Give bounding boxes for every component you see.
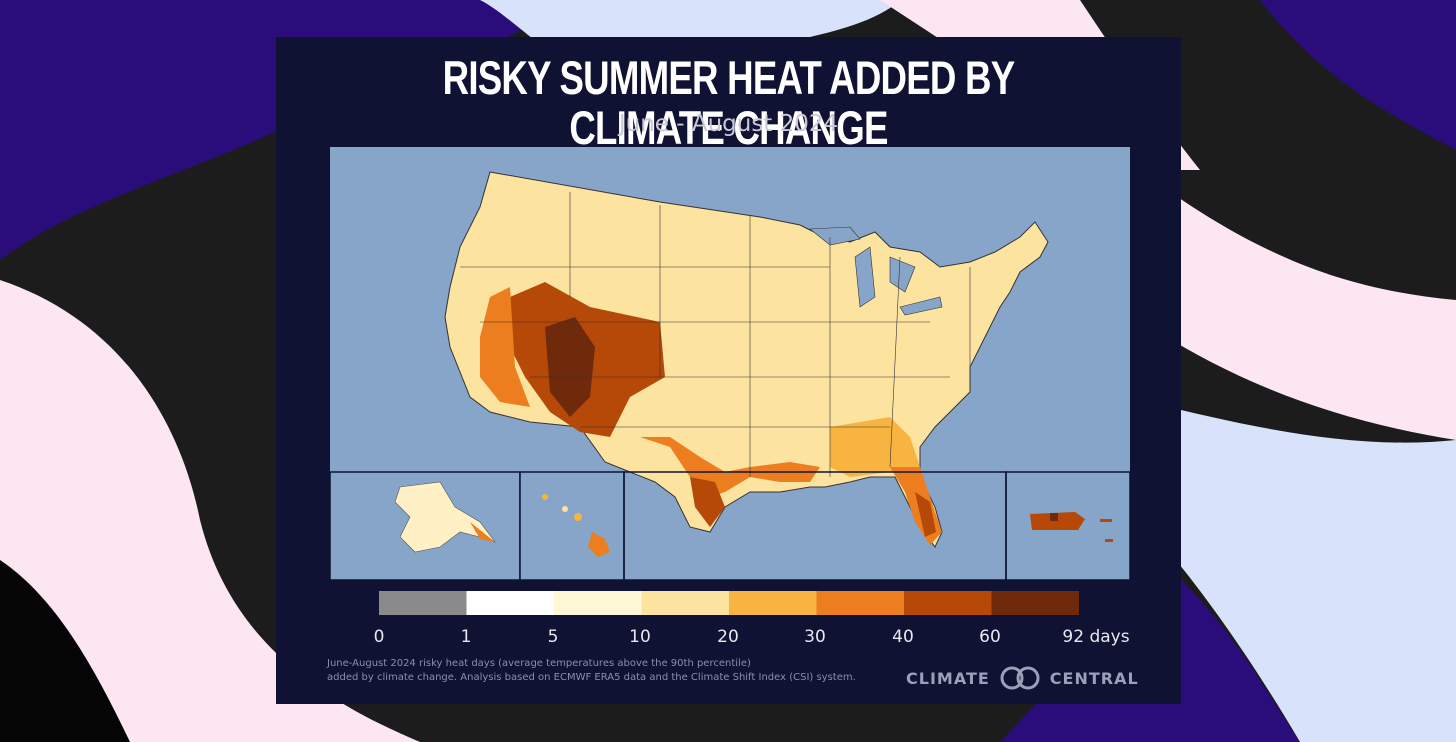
state-borders bbox=[460, 192, 971, 477]
logo-text-left: CLIMATE bbox=[906, 668, 990, 688]
florida-extreme bbox=[915, 492, 936, 537]
legend-bin-0-1 bbox=[379, 591, 467, 615]
inset-hawaii bbox=[519, 471, 625, 580]
legend-colorbar bbox=[379, 591, 1079, 615]
logo-text-right: CENTRAL bbox=[1049, 668, 1139, 688]
inset-frame bbox=[623, 471, 1007, 580]
inset-alaska bbox=[330, 471, 521, 580]
legend-bin-5-10 bbox=[554, 591, 642, 615]
legend-label: 92 days bbox=[1062, 627, 1130, 647]
southwest-peak-heat bbox=[545, 317, 595, 417]
inset-puerto-rico bbox=[1005, 471, 1130, 580]
legend-bin-30-40 bbox=[816, 591, 904, 615]
legend-bin-60-92 bbox=[991, 591, 1079, 615]
texas-gulf-heat bbox=[640, 437, 820, 497]
logo-rings-icon bbox=[1000, 666, 1040, 690]
source-note-line: June-August 2024 risky heat days (averag… bbox=[327, 658, 751, 669]
source-note: June-August 2024 risky heat days (averag… bbox=[327, 657, 887, 685]
legend-bin-20-30 bbox=[729, 591, 817, 615]
infographic-card: RISKY SUMMER HEAT ADDED BY CLIMATE CHANG… bbox=[276, 37, 1181, 704]
legend-label: 60 bbox=[979, 627, 1001, 647]
map-subtitle: June - August 2024 bbox=[618, 111, 839, 137]
legend-label: 5 bbox=[547, 627, 559, 647]
source-note-line: added by climate change. Analysis based … bbox=[327, 672, 856, 683]
legend-label: 40 bbox=[892, 627, 914, 647]
legend-label: 20 bbox=[717, 627, 739, 647]
legend-label: 0 bbox=[373, 627, 385, 647]
legend-bin-40-60 bbox=[904, 591, 992, 615]
legend-bin-10-20 bbox=[641, 591, 729, 615]
great-lakes bbox=[809, 226, 943, 316]
legend-label: 1 bbox=[460, 627, 472, 647]
climate-central-logo: CLIMATE CENTRAL bbox=[906, 665, 1139, 691]
legend-bin-1-5 bbox=[466, 591, 554, 615]
us-heat-map bbox=[330, 147, 1130, 580]
legend-label: 30 bbox=[804, 627, 826, 647]
south-texas-extreme bbox=[690, 477, 725, 527]
legend-label: 10 bbox=[629, 627, 651, 647]
southeast-heat bbox=[830, 417, 920, 477]
map-title: RISKY SUMMER HEAT ADDED BY CLIMATE CHANG… bbox=[442, 51, 1016, 154]
southwest-moderate-heat bbox=[480, 287, 530, 407]
